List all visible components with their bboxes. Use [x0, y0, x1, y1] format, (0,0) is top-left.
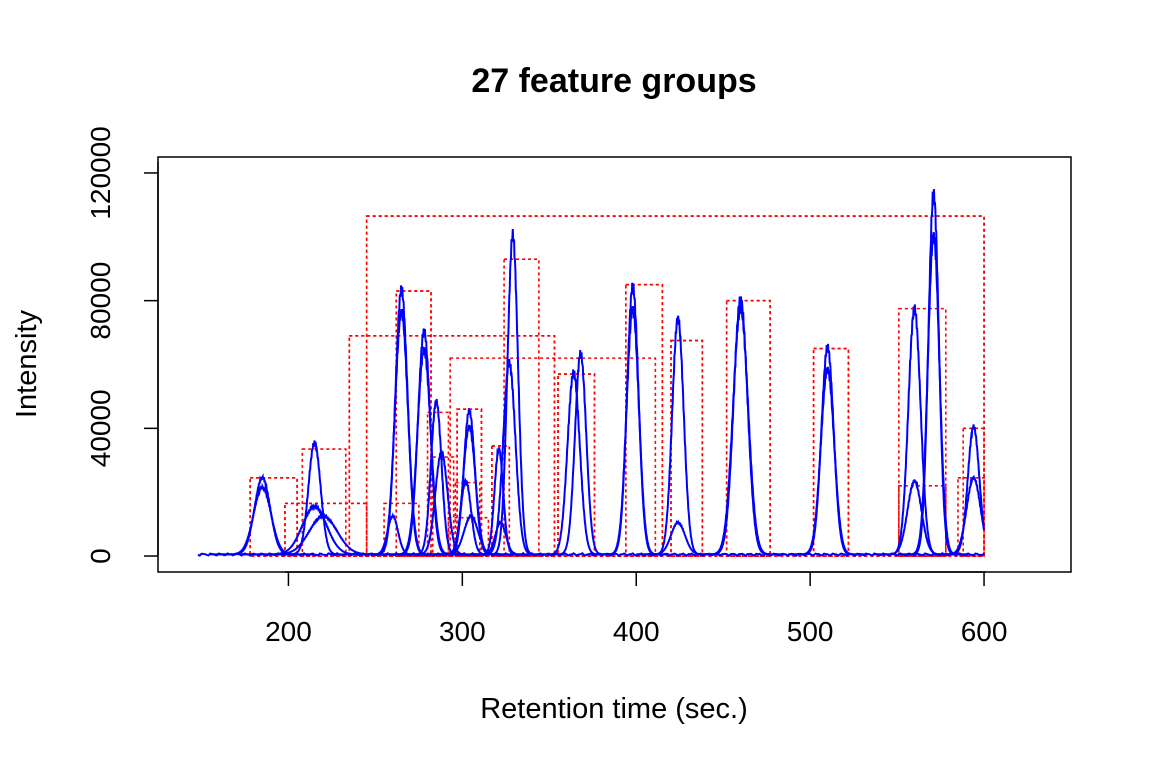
feature-group-boxes [249, 215, 985, 557]
peak-trace [404, 450, 478, 556]
x-tick-label: 400 [613, 616, 660, 647]
x-tick-label: 500 [787, 616, 834, 647]
y-tick-label: 120000 [85, 126, 116, 219]
peak-trace [598, 282, 667, 556]
feature-group-box [365, 215, 985, 557]
feature-group-box [365, 215, 985, 557]
peak-trace [791, 343, 865, 556]
peak-trace [362, 309, 440, 556]
feature-group-box [898, 307, 947, 557]
peak-trace [899, 231, 968, 556]
x-tick-label: 200 [265, 616, 312, 647]
plot-frame [157, 156, 1072, 573]
peak-trace [241, 502, 388, 556]
feature-group-box [957, 477, 985, 557]
y-axis-label: Intensity [11, 310, 43, 418]
peak-trace [695, 304, 786, 556]
y-tick-label: 0 [85, 548, 116, 564]
x-axis-label: Retention time (sec.) [480, 693, 748, 725]
chromatogram-traces [197, 189, 985, 558]
feature-group-box [249, 477, 298, 557]
feature-group-box [725, 299, 771, 557]
y-tick-label: 80000 [85, 262, 116, 340]
peak-trace [210, 482, 315, 556]
peak-trace [481, 228, 545, 556]
chart-title: 27 feature groups [471, 62, 756, 100]
peak-trace [596, 306, 670, 556]
x-axis: 200 300 400 500 600 [265, 571, 1008, 647]
peak-trace [787, 366, 867, 556]
peak-trace [429, 512, 513, 556]
peak-trace [878, 304, 951, 556]
y-axis: 0 40000 80000 120000 [85, 126, 159, 564]
y-tick-label: 40000 [85, 389, 116, 467]
feature-group-box [491, 445, 511, 557]
feature-group-box [503, 258, 540, 557]
peak-trace [278, 440, 351, 556]
x-tick-label: 600 [961, 616, 1008, 647]
feature-group-box [426, 411, 450, 557]
peak-trace [931, 474, 985, 556]
x-tick-label: 300 [439, 616, 486, 647]
